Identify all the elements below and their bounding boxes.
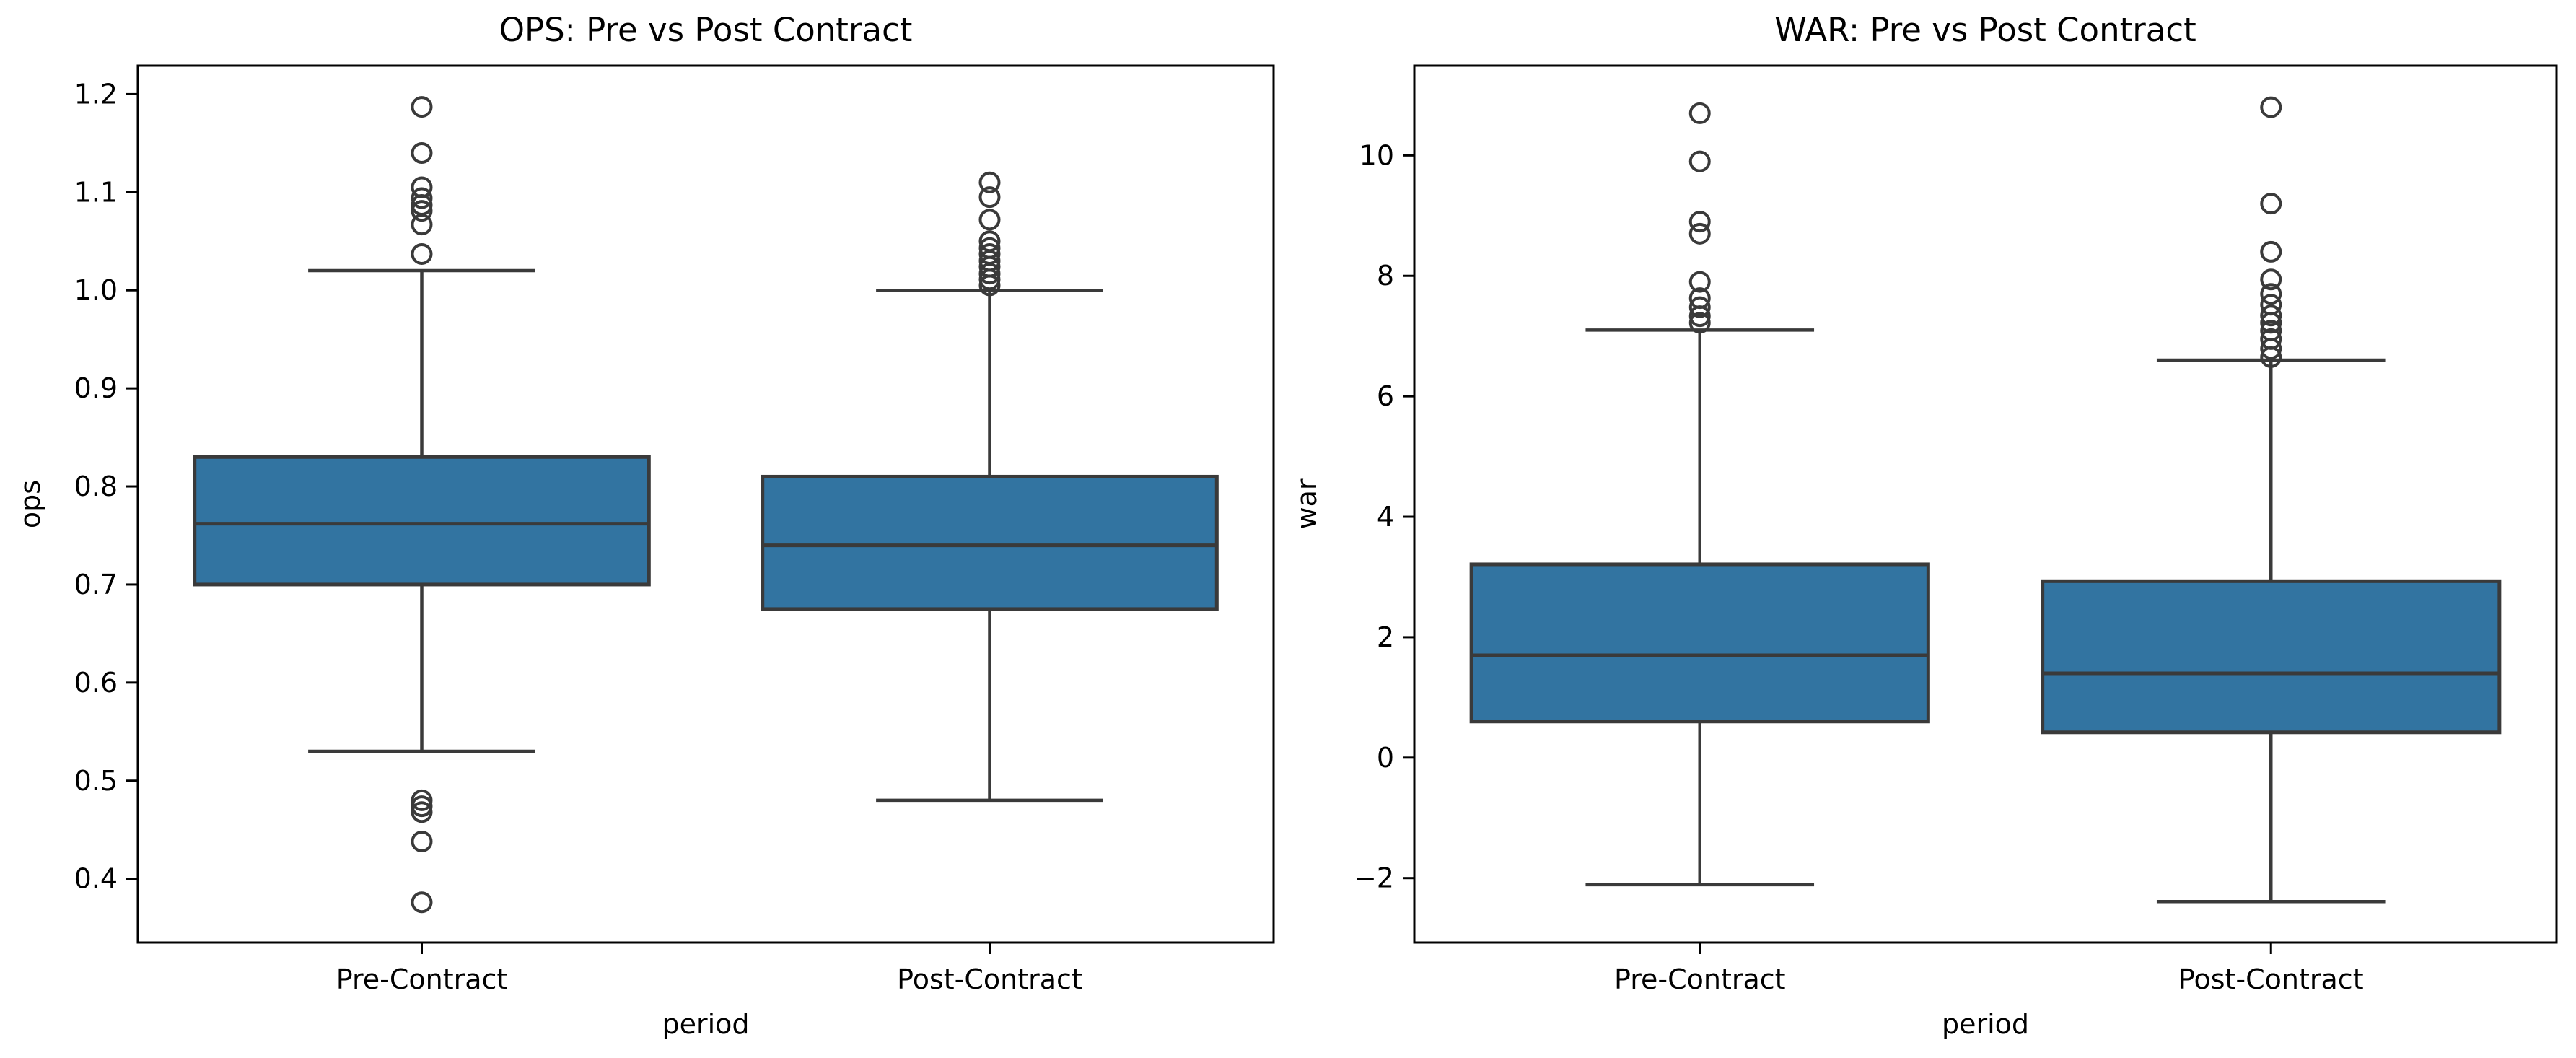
outlier-point-pre-contract [411, 187, 433, 209]
outlier-point-post-contract [2260, 240, 2282, 263]
y-axis-label-0: ops [14, 480, 46, 528]
y-tick-label-0: 1.0 [74, 274, 118, 306]
outlier-point-post-contract [978, 186, 1001, 209]
outlier-point-post-contract [2260, 338, 2282, 360]
y-tick-label-1: −2 [1354, 862, 1394, 894]
y-tick-label-1: 2 [1377, 621, 1394, 653]
outlier-point-post-contract [2260, 268, 2282, 291]
outlier-point-pre-contract [1688, 222, 1711, 245]
x-tick-label-pre-contract: Pre-Contract [1614, 963, 1786, 995]
outlier-point-pre-contract [411, 891, 433, 914]
outlier-point-pre-contract [1688, 296, 1711, 318]
outlier-point-pre-contract [411, 141, 433, 164]
outlier-point-post-contract [2260, 96, 2282, 118]
y-tick-label-1: 6 [1377, 380, 1394, 412]
outlier-point-pre-contract [1688, 211, 1711, 233]
outlier-point-pre-contract [411, 831, 433, 853]
y-tick-label-0: 0.4 [74, 863, 118, 895]
outlier-point-post-contract [2260, 312, 2282, 334]
box-pre-contract [1469, 562, 1930, 724]
outlier-point-pre-contract [411, 242, 433, 265]
outlier-point-pre-contract [411, 795, 433, 818]
outlier-point-post-contract [978, 209, 1001, 231]
outlier-point-pre-contract [411, 801, 433, 823]
outlier-point-pre-contract [411, 96, 433, 118]
chart-title-1: WAR: Pre vs Post Contract [1774, 11, 2196, 49]
y-tick-label-0: 0.9 [74, 372, 118, 404]
outlier-point-post-contract [2260, 305, 2282, 327]
outlier-point-post-contract [978, 263, 1001, 285]
outlier-point-post-contract [978, 171, 1001, 193]
y-tick-label-0: 0.6 [74, 667, 118, 699]
y-tick-label-1: 0 [1377, 742, 1394, 774]
outlier-point-post-contract [2260, 283, 2282, 305]
y-tick-label-0: 0.8 [74, 471, 118, 502]
y-axis-label-1: war [1291, 478, 1323, 529]
outlier-point-post-contract [2260, 346, 2282, 368]
y-tick-label-0: 0.5 [74, 765, 118, 797]
outlier-point-post-contract [978, 274, 1001, 297]
outlier-point-post-contract [2260, 294, 2282, 316]
outlier-point-pre-contract [411, 214, 433, 236]
y-tick-label-0: 1.2 [74, 78, 118, 110]
y-tick-label-1: 10 [1359, 139, 1394, 171]
chart-title-0: OPS: Pre vs Post Contract [499, 11, 913, 49]
y-tick-label-0: 0.7 [74, 569, 118, 600]
x-tick-label-post-contract: Post-Contract [897, 963, 1082, 995]
x-tick-label-post-contract: Post-Contract [2178, 963, 2364, 995]
outlier-point-pre-contract [411, 789, 433, 811]
x-axis-label-0: period [662, 1008, 749, 1040]
x-axis-label-1: period [1942, 1008, 2029, 1040]
outlier-point-pre-contract [1688, 150, 1711, 172]
y-tick-label-1: 4 [1377, 501, 1394, 533]
outlier-point-pre-contract [411, 200, 433, 222]
outlier-point-pre-contract [1688, 312, 1711, 334]
box-post-contract [2041, 579, 2502, 735]
outlier-point-pre-contract [1688, 305, 1711, 328]
outlier-point-post-contract [2260, 193, 2282, 215]
axes-frame-1 [1413, 64, 2558, 944]
axes-frame-0 [136, 64, 1275, 944]
y-tick-label-1: 8 [1377, 260, 1394, 292]
outlier-point-post-contract [978, 268, 1001, 291]
box-post-contract [761, 474, 1219, 611]
y-tick-label-0: 1.1 [74, 176, 118, 208]
outlier-point-pre-contract [1688, 102, 1711, 124]
x-tick-label-pre-contract: Pre-Contract [336, 963, 508, 995]
outlier-point-pre-contract [1688, 271, 1711, 293]
box-pre-contract [193, 455, 651, 587]
